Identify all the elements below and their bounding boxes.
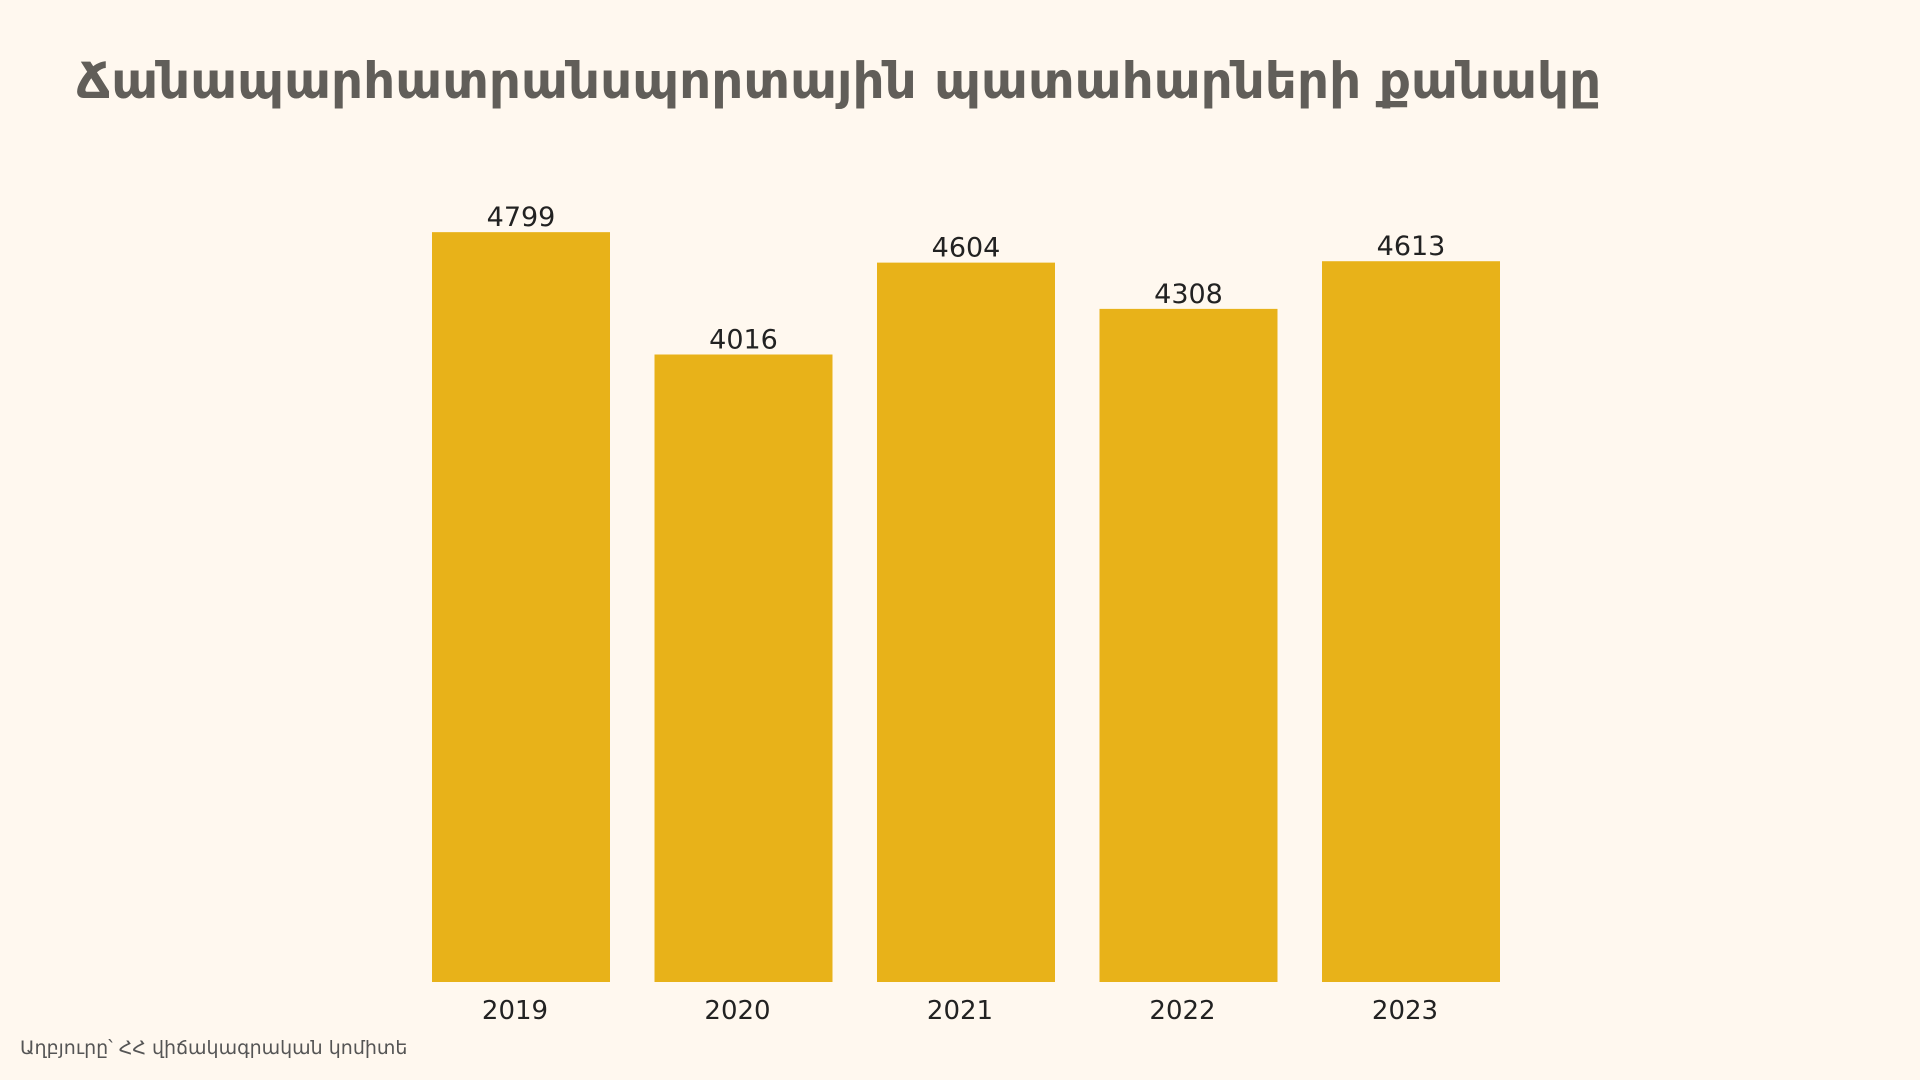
bar-2022 (1099, 308, 1278, 982)
data-label-2022: 4308 (1154, 279, 1223, 310)
source-note: Աղբյուրը՝ ՀՀ վիճակագրական կոմիտե (20, 1037, 408, 1059)
data-label-2019: 4799 (487, 202, 556, 233)
x-tick-label-2023: 2023 (1372, 996, 1438, 1026)
bar-2023 (1322, 261, 1500, 982)
data-label-2020: 4016 (709, 325, 778, 356)
bar-2019 (432, 232, 610, 982)
bar-2021 (877, 262, 1055, 982)
x-tick-label-2022: 2022 (1149, 996, 1215, 1026)
bar-2020 (654, 354, 833, 982)
x-tick-label-2021: 2021 (927, 996, 993, 1026)
chart-title: Ճանապարհատրանսպորտային պատահարների քանակ… (76, 52, 1602, 110)
x-tick-label-2020: 2020 (704, 996, 770, 1026)
data-label-2021: 4604 (932, 233, 1001, 264)
data-label-2023: 4613 (1377, 231, 1446, 262)
x-tick-label-2019: 2019 (482, 996, 548, 1026)
